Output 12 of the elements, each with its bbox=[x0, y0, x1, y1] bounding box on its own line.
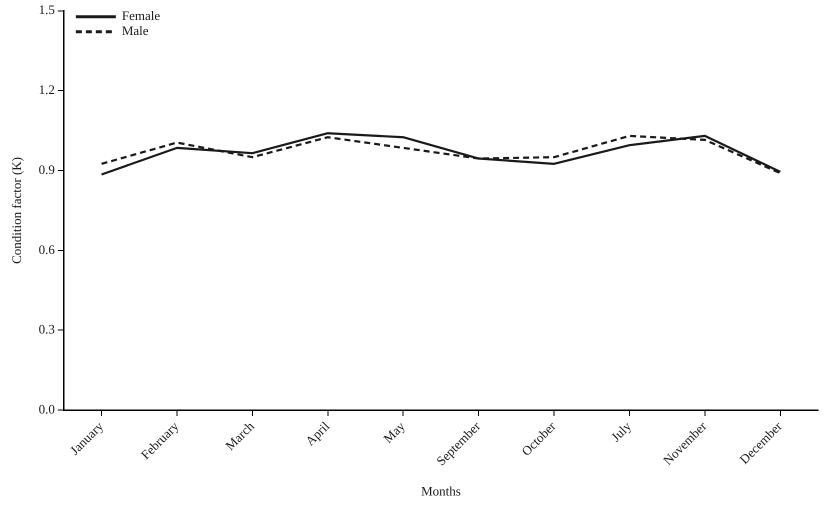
y-tick-label: 0.9 bbox=[38, 162, 55, 177]
y-axis-title: Condition factor (K) bbox=[9, 156, 24, 264]
x-tick-label: May bbox=[380, 418, 408, 446]
legend-label: Male bbox=[122, 23, 149, 38]
legend-label: Female bbox=[122, 8, 160, 24]
y-tick-label: 1.2 bbox=[38, 82, 55, 98]
y-tick-label: 1.5 bbox=[38, 2, 55, 18]
y-tick-label: 0.3 bbox=[38, 322, 55, 337]
x-axis-title: Months bbox=[421, 484, 461, 499]
y-tick-label: 0.6 bbox=[38, 242, 56, 257]
x-tick-label: July bbox=[608, 418, 634, 444]
y-tick-label: 0.0 bbox=[38, 401, 55, 416]
